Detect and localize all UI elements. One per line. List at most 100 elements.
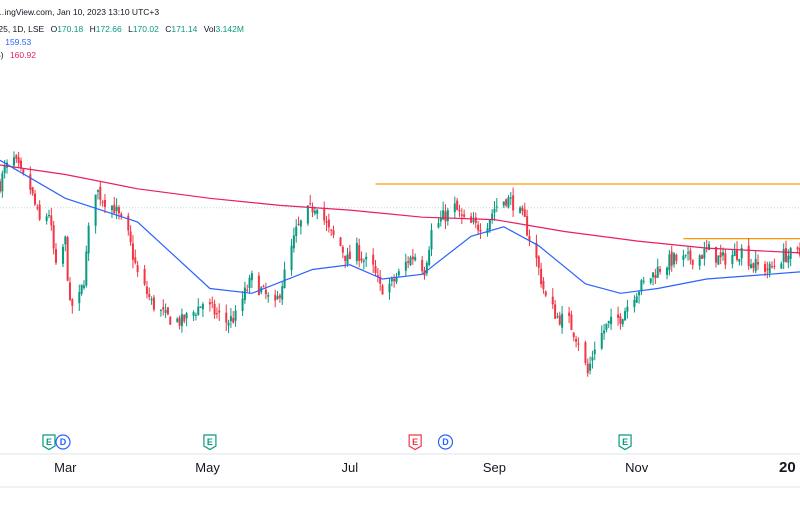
candle [621,318,624,327]
candle [283,261,286,289]
candle [374,259,377,276]
candle [715,246,718,268]
ma-fast-legend[interactable]: ) 159.53 [0,37,35,47]
candle [344,255,347,269]
candle [281,281,284,306]
candle [493,201,496,221]
candle [470,212,473,224]
candle [654,268,657,285]
candle [414,253,417,262]
candle [278,293,281,303]
candle [495,198,498,213]
x-tick-label: 20 [779,459,796,476]
candle [323,201,326,225]
candle [332,225,335,239]
candle [192,310,195,321]
candle [798,242,800,258]
candle [691,259,694,270]
candle [381,283,384,295]
low-label: L [128,24,133,34]
candle [570,310,573,330]
candle [491,209,494,224]
svg-text:D: D [442,437,449,447]
candle [540,262,543,288]
candle [257,272,260,296]
candle [652,272,655,286]
candle [388,278,391,300]
candle [740,244,743,266]
candle [199,306,202,308]
candle [348,244,351,260]
horizontal-lines[interactable] [375,183,800,240]
candle [572,332,575,342]
candle [724,249,727,270]
candle [64,235,67,252]
candle [617,306,620,326]
dividend-marker[interactable]: D [437,434,454,450]
candle [50,207,53,231]
candle [290,238,293,276]
chart-header: …ingView.com, Jan 10, 2023 13:10 UTC+3 .… [0,0,800,64]
candle [507,194,510,209]
volume-value: 3.142M [215,24,244,34]
candle [705,240,708,253]
low-value: 170.02 [132,24,159,34]
dividend-marker[interactable]: D [55,434,71,450]
ma-slow-legend[interactable]: 5) 160.92 [0,50,40,60]
candle [666,266,669,280]
candle [505,198,508,208]
candle [757,254,760,270]
earnings-marker[interactable]: E [42,434,56,451]
candle [176,317,179,323]
open-value: 170.18 [57,24,84,34]
candle [66,235,69,282]
earnings-marker[interactable]: E [203,434,217,451]
candle [150,296,153,305]
candle [736,241,739,262]
candle [474,212,477,229]
candle [428,246,431,267]
candle [642,276,645,285]
svg-text:E: E [412,437,418,447]
candle [346,247,349,267]
candle [521,205,524,216]
candle [456,197,459,211]
candle [444,204,447,230]
header-line-1: …ingView.com, Jan 10, 2023 13:10 UTC+3 [0,7,163,17]
candle [180,308,183,333]
candle [486,223,489,237]
candle [437,217,440,229]
candle [605,323,608,333]
candle [215,307,218,319]
candle [649,278,652,285]
svg-text:E: E [207,437,213,447]
ma-fast-value: 159.53 [5,37,32,47]
candle [194,312,197,321]
candle [276,291,279,300]
candle [127,212,130,236]
candle [747,238,750,270]
candle [201,302,204,318]
candle [145,280,148,299]
candle [325,216,328,232]
candle [1,170,4,198]
candle [227,319,230,334]
candle [526,209,529,237]
ma-fast-line [0,159,800,294]
candle [129,225,132,246]
candle [407,256,410,269]
earnings-marker[interactable]: E [618,434,632,451]
earnings-marker[interactable]: E [408,434,422,451]
candle [234,305,237,327]
candle [94,194,97,234]
candle [218,303,221,322]
header-title: …ingView.com, Jan 10, 2023 13:10 UTC+3 [0,7,160,17]
candle [754,251,757,274]
candle [365,252,368,267]
candle [472,211,475,225]
candle [575,335,578,348]
candle [372,248,375,273]
candle [134,249,137,265]
